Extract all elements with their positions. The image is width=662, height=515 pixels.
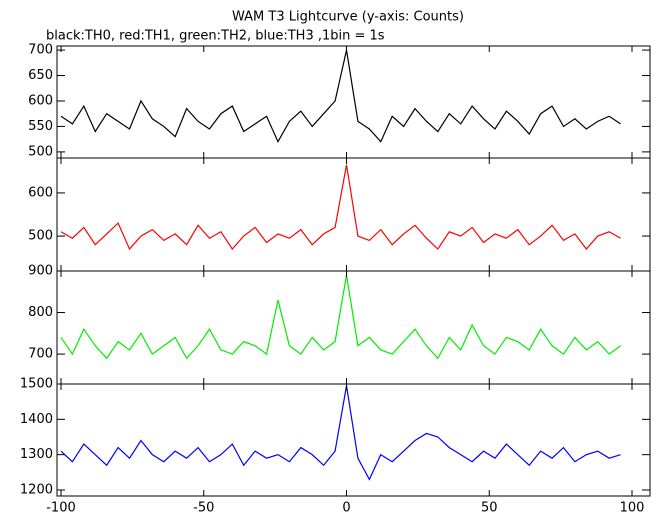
y-tick-label: 1300 (20, 447, 53, 462)
y-tick-label: 700 (28, 347, 53, 362)
y-tick-label: 600 (28, 93, 53, 108)
y-tick-label: 650 (28, 68, 53, 83)
y-tick-label: 900 (28, 264, 53, 279)
x-tick-label: 50 (481, 501, 498, 515)
y-tick-label: 1200 (20, 482, 53, 497)
y-tick-label: 600 (28, 185, 53, 200)
y-tick-label: 1400 (20, 412, 53, 427)
y-tick-label: 800 (28, 305, 53, 320)
lightcurve (60, 385, 621, 481)
y-tick-label: 1500 (20, 377, 53, 392)
panel-frame (56, 157, 651, 272)
panel-frame (56, 270, 651, 385)
x-tick-label: 100 (620, 501, 645, 515)
lightcurve (60, 49, 621, 144)
lightcurve (60, 164, 621, 251)
panel-frame (56, 45, 651, 159)
chart-title: WAM T3 Lightcurve (y-axis: Counts) (232, 10, 464, 25)
x-tick-label: -50 (193, 501, 214, 515)
y-tick-label: 500 (28, 144, 53, 159)
x-tick-label: 0 (342, 501, 350, 515)
y-tick-label: 500 (28, 229, 53, 244)
chart-subtitle: black:TH0, red:TH1, green:TH2, blue:TH3 … (46, 29, 385, 44)
panel-frame (56, 383, 651, 497)
y-tick-label: 700 (28, 43, 53, 58)
x-tick-label: -100 (46, 501, 76, 515)
lightcurve (60, 275, 621, 360)
y-tick-label: 550 (28, 119, 53, 134)
